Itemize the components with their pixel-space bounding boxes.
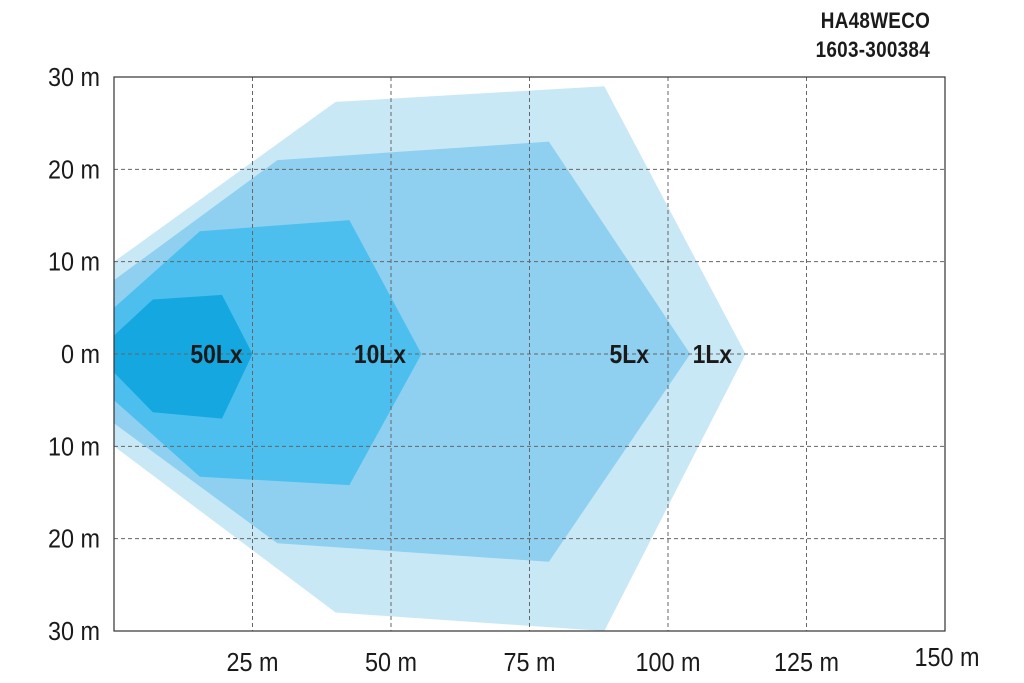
x-axis-ticks: 25 m 50 m 75 m 100 m 125 m 150 m [226, 644, 979, 677]
x-tick-label: 75 m [503, 649, 555, 677]
light-zones [114, 86, 746, 631]
zone-labels: 1Lx 5Lx 10Lx 50Lx [190, 341, 732, 370]
y-tick-label: 10 m [48, 433, 100, 461]
zone-label-1lx: 1Lx [693, 341, 733, 370]
model-code: HA48WECO [820, 8, 930, 33]
grid-lines [114, 77, 945, 631]
zone-50lx [114, 294, 253, 419]
zone-label-10lx: 10Lx [354, 341, 406, 370]
y-tick-label: 30 m [48, 64, 100, 92]
x-tick-label: 25 m [226, 649, 278, 677]
zone-label-5lx: 5Lx [610, 341, 650, 370]
x-tick-label: 150 m [915, 644, 980, 672]
y-tick-label: 20 m [48, 526, 100, 554]
x-tick-label: 50 m [365, 649, 417, 677]
x-tick-label: 100 m [636, 649, 701, 677]
zone-label-50lx: 50Lx [190, 341, 242, 370]
y-axis-ticks: 30 m 20 m 10 m 0 m 10 m 20 m 30 m [48, 64, 100, 646]
y-tick-label: 0 m [61, 341, 100, 369]
y-tick-label: 20 m [48, 156, 100, 184]
x-tick-label: 125 m [774, 649, 839, 677]
plot-frame [113, 76, 946, 632]
zone-10lx [114, 220, 422, 486]
y-tick-label: 10 m [48, 249, 100, 277]
y-tick-label: 30 m [48, 618, 100, 646]
serial-number: 1603-300384 [815, 37, 930, 62]
